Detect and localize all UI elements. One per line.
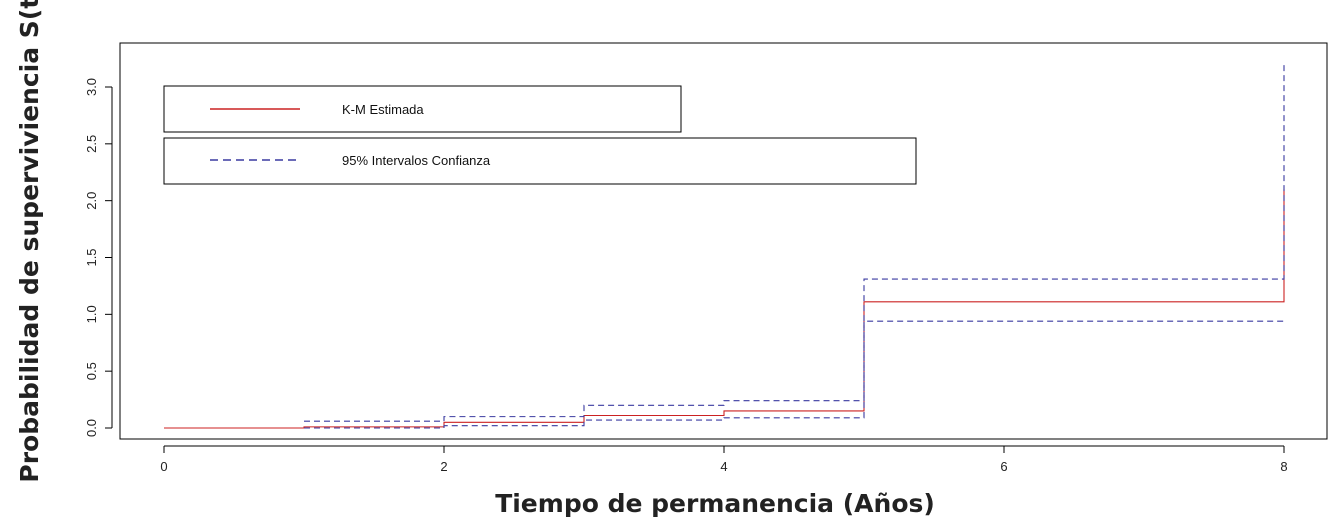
series-layer bbox=[164, 64, 1285, 429]
y-tick-label: 0.5 bbox=[84, 362, 99, 380]
legend-label-ci: 95% Intervalos Confianza bbox=[342, 153, 491, 168]
legend-box-ci bbox=[163, 137, 917, 185]
ci-series-line bbox=[304, 320, 1284, 429]
plot-frame bbox=[119, 42, 1328, 440]
y-axis: 0.0 0.5 1.0 1.5 2.0 2.5 3.0 bbox=[84, 78, 113, 437]
legend: K-M Estimada 95% Intervalos Confianza bbox=[163, 85, 917, 185]
x-tick-label: 2 bbox=[440, 459, 447, 474]
y-tick-label: 3.0 bbox=[84, 78, 99, 96]
x-axis-title: Tiempo de permanencia (Años) bbox=[495, 489, 935, 518]
x-tick-label: 4 bbox=[720, 459, 727, 474]
ci-series-line bbox=[304, 64, 1285, 422]
x-tick-label: 8 bbox=[1280, 459, 1287, 474]
y-tick-label: 2.5 bbox=[84, 135, 99, 153]
y-tick-label: 2.0 bbox=[84, 192, 99, 210]
y-tick-label: 0.0 bbox=[84, 419, 99, 437]
x-axis: 0 2 4 6 8 bbox=[160, 445, 1288, 474]
y-tick-label: 1.0 bbox=[84, 305, 99, 323]
x-tick-label: 6 bbox=[1000, 459, 1007, 474]
legend-label-km: K-M Estimada bbox=[342, 102, 424, 117]
x-tick-label: 0 bbox=[160, 459, 167, 474]
y-axis-title: Probabilidad de superviviencia S(t) bbox=[15, 0, 44, 483]
y-tick-label: 1.5 bbox=[84, 248, 99, 266]
km-series-line bbox=[164, 189, 1285, 429]
